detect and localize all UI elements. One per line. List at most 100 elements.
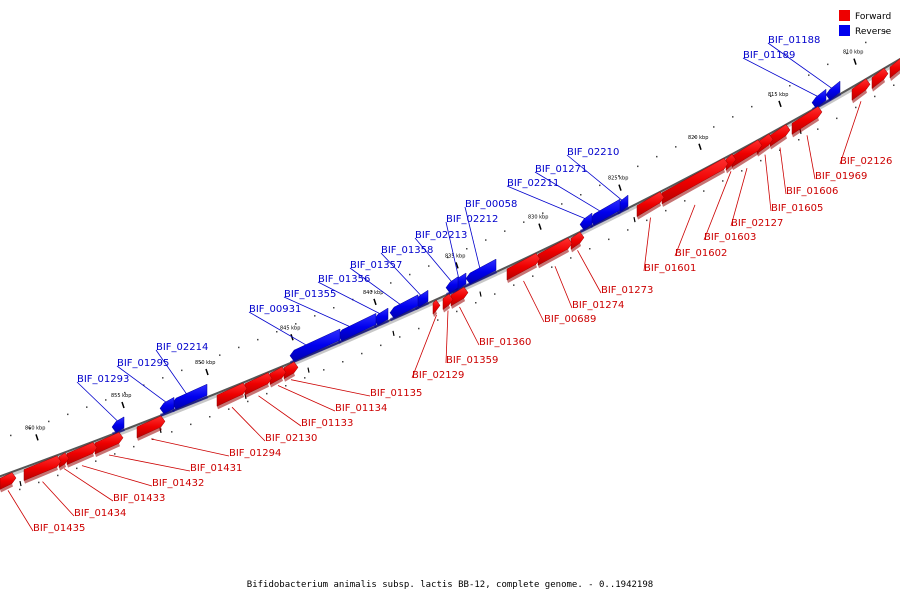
gene-label[interactable]: BIF_01431 xyxy=(190,463,242,474)
gene-BIF_01188[interactable] xyxy=(825,80,841,104)
gene-label[interactable]: BIF_02129 xyxy=(412,370,464,381)
gene-label[interactable]: BIF_02213 xyxy=(415,230,467,241)
gene-label[interactable]: BIF_01293 xyxy=(77,374,129,385)
gene-label[interactable]: BIF_02214 xyxy=(156,342,208,353)
gene-unlabeled[interactable] xyxy=(889,58,900,81)
gene-shadow xyxy=(580,224,593,233)
scale-dot xyxy=(67,413,69,416)
gene-shadow xyxy=(770,135,787,150)
gene-label[interactable]: BIF_01356 xyxy=(318,274,370,285)
gene-label[interactable]: BIF_01273 xyxy=(601,285,653,296)
gene-BIF_01431[interactable] xyxy=(94,431,124,458)
gene-shadow xyxy=(571,243,581,253)
scale-ticks: 810 kbp 815 kbp 820 kbp 825 kbp 830 kbp 835 k… xyxy=(19,50,863,487)
gene-BIF_01603[interactable] xyxy=(725,153,737,174)
gene-label[interactable]: BIF_00058 xyxy=(465,199,517,210)
gene-shadow xyxy=(726,164,733,174)
gene-label[interactable]: BIF_01359 xyxy=(446,355,498,366)
gene-label[interactable]: BIF_01969 xyxy=(815,171,867,182)
gene-BIF_01293[interactable] xyxy=(111,416,125,436)
gene-BIF_01357[interactable] xyxy=(389,294,419,322)
gene-label[interactable]: BIF_01188 xyxy=(768,35,820,46)
gene-BIF_02211[interactable] xyxy=(579,212,593,233)
scale-dot xyxy=(817,128,819,130)
gene-BIF_01355[interactable] xyxy=(337,312,377,344)
gene-BIF_01133[interactable] xyxy=(244,372,273,398)
gene-label[interactable]: BIF_02130 xyxy=(265,433,317,444)
gene-BIF_01295[interactable] xyxy=(159,396,175,417)
gene-label[interactable]: BIF_01271 xyxy=(535,164,587,175)
gene-label[interactable]: BIF_01435 xyxy=(33,523,85,534)
gene-label[interactable]: BIF_01355 xyxy=(284,289,336,300)
gene-label[interactable]: BIF_00931 xyxy=(249,304,301,315)
gene-BIF_01606[interactable] xyxy=(769,124,791,150)
gene-label[interactable]: BIF_02127 xyxy=(731,218,783,229)
gene-BIF_00931[interactable] xyxy=(289,328,341,365)
gene-label[interactable]: BIF_01432 xyxy=(152,478,204,489)
gene-BIF_02130[interactable] xyxy=(216,382,248,410)
gene-label[interactable]: BIF_01601 xyxy=(644,263,696,274)
gene-BIF_01602[interactable] xyxy=(661,157,729,207)
gene-label[interactable]: BIF_02211 xyxy=(507,178,559,189)
gene-body xyxy=(570,231,585,250)
gene-BIF_01433[interactable] xyxy=(58,452,70,471)
gene-BIF_01435[interactable] xyxy=(0,472,17,493)
gene-label[interactable]: BIF_02210 xyxy=(567,147,619,158)
gene-BIF_00689[interactable] xyxy=(506,253,541,283)
gene-BIF_01969[interactable] xyxy=(791,106,823,138)
gene-label[interactable]: BIF_00689 xyxy=(544,314,596,325)
scale-dot xyxy=(181,369,183,372)
gene-BIF_01359[interactable] xyxy=(442,293,454,313)
gene-body xyxy=(66,441,98,465)
gene-BIF_01601[interactable] xyxy=(636,191,665,220)
gene-connector xyxy=(380,252,422,297)
gene-connector xyxy=(317,281,382,315)
gene-label[interactable]: BIF_01357 xyxy=(350,260,402,271)
gene-label[interactable]: BIF_01133 xyxy=(301,418,353,429)
scale-dot xyxy=(399,336,401,338)
gene-BIF_01360[interactable] xyxy=(450,286,469,309)
gene-label[interactable]: BIF_01434 xyxy=(74,508,126,519)
gene-label[interactable]: BIF_01602 xyxy=(675,248,727,259)
scale-dot xyxy=(874,95,876,98)
gene-BIF_02126[interactable] xyxy=(851,78,871,104)
gene-BIF_01434[interactable] xyxy=(23,455,62,484)
gene-BIF_01294[interactable] xyxy=(136,415,166,441)
gene-label[interactable]: BIF_01358 xyxy=(381,245,433,256)
gene-label[interactable]: BIF_01134 xyxy=(335,403,387,414)
gene-BIF_01135[interactable] xyxy=(283,361,299,382)
scale-dot xyxy=(827,63,829,66)
gene-BIF_01273[interactable] xyxy=(570,231,585,253)
gene-connector xyxy=(283,296,358,331)
scale-tick xyxy=(373,298,377,306)
gene-label[interactable]: BIF_02126 xyxy=(840,156,892,167)
gene-label[interactable]: BIF_01606 xyxy=(786,186,838,197)
gene-connector xyxy=(349,267,405,308)
gene-label[interactable]: BIF_02212 xyxy=(446,214,498,225)
gene-label[interactable]: BIF_01360 xyxy=(479,337,531,348)
legend: Forward Reverse xyxy=(839,10,892,37)
gene-BIF_01432[interactable] xyxy=(66,441,98,468)
gene-label[interactable]: BIF_01189 xyxy=(743,50,795,61)
gene-label[interactable]: BIF_01605 xyxy=(771,203,823,214)
gene-label[interactable]: BIF_01135 xyxy=(370,388,422,399)
gene-BIF_02129[interactable] xyxy=(432,299,441,318)
scale-dot xyxy=(38,481,40,484)
gene-shadow xyxy=(890,69,900,81)
gene-BIF_01134[interactable] xyxy=(269,366,287,388)
gene-label[interactable]: BIF_01433 xyxy=(113,493,165,504)
gene-label[interactable]: BIF_01274 xyxy=(572,300,624,311)
gene-connector xyxy=(108,454,191,472)
gene-BIF_01271[interactable] xyxy=(589,198,621,229)
gene-unlabeled[interactable] xyxy=(871,67,889,92)
gene-label[interactable]: BIF_01603 xyxy=(704,232,756,243)
gene-BIF_01274[interactable] xyxy=(537,237,573,269)
gene-label[interactable]: BIF_01294 xyxy=(229,448,281,459)
gene-BIF_00058[interactable] xyxy=(465,258,497,288)
gene-shadow xyxy=(433,310,437,318)
gene-body xyxy=(244,372,273,396)
scale-tick-label: 820 kbp xyxy=(688,135,708,141)
gene-label[interactable]: BIF_01295 xyxy=(117,358,169,369)
gene-shadow xyxy=(59,463,66,471)
